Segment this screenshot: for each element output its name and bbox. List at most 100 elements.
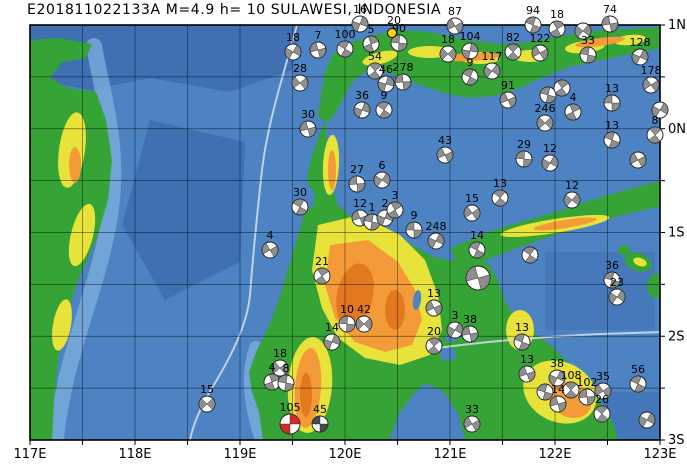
ball-label: 43	[438, 134, 452, 147]
focal-mechanism	[373, 171, 391, 189]
beachball-quadrants	[469, 241, 485, 259]
y-axis-label: 1S	[668, 226, 685, 241]
focal-mechanism	[355, 315, 373, 333]
map-frame	[29, 24, 661, 441]
focal-mechanism	[463, 204, 481, 222]
ball-label: 33	[465, 403, 479, 416]
beachball-quadrants	[518, 366, 536, 382]
tolo-gulf-deep	[545, 252, 655, 330]
ball-label: 18	[441, 33, 455, 46]
focal-mechanism	[521, 246, 539, 264]
beachball-quadrants	[531, 45, 549, 61]
focal-mechanism	[375, 101, 393, 119]
ball-label: 2	[382, 197, 389, 210]
small-island	[44, 393, 50, 399]
ball-label: 15	[200, 383, 214, 396]
focal-mechanism	[549, 395, 567, 413]
small-island	[39, 373, 45, 379]
event-dot-label: 20	[387, 14, 401, 27]
beachball-quadrants	[338, 315, 356, 333]
x-axis-label: 121E	[433, 447, 466, 462]
lake-towuti	[440, 347, 456, 361]
focal-mechanism	[483, 62, 501, 80]
focal-mechanism	[446, 17, 464, 35]
beachball-quadrants	[595, 405, 609, 423]
ball-label: 14	[470, 229, 484, 242]
focal-mechanism	[271, 359, 289, 377]
neck-mountains	[328, 150, 336, 190]
ball-label: 26	[595, 393, 609, 406]
banggai-island	[618, 245, 630, 255]
ball-label: 3	[452, 309, 459, 322]
beachball-quadrants	[425, 300, 443, 316]
ball-label: 27	[350, 163, 364, 176]
y-axis-label: 1N	[668, 18, 686, 33]
beachball-quadrants	[604, 131, 620, 149]
focal-mechanism	[338, 315, 356, 333]
ball-label: 7	[315, 29, 322, 42]
beachball-quadrants	[292, 198, 308, 216]
focal-mechanism	[313, 267, 331, 285]
focal-mechanism	[363, 213, 381, 231]
beachball-quadrants	[462, 68, 478, 86]
ball-label: 13	[493, 177, 507, 190]
beachball-quadrants	[373, 173, 391, 187]
focal-mechanism	[461, 42, 479, 60]
ball-label: 36	[605, 259, 619, 272]
ball-label: 33	[581, 34, 595, 47]
beachball-quadrants	[565, 103, 581, 121]
ball-label: 74	[603, 3, 617, 16]
beachball-quadrants	[436, 147, 454, 163]
beachball-quadrants	[499, 92, 517, 108]
focal-mechanism	[603, 94, 621, 112]
x-axis-label: 120E	[328, 447, 361, 462]
ball-label: 12	[353, 197, 367, 210]
beachball-quadrants	[537, 383, 553, 401]
beachball-quadrants	[387, 201, 403, 219]
beachball-quadrants	[363, 35, 379, 53]
beachball-quadrants	[651, 102, 669, 118]
x-axis-label: 119E	[223, 447, 256, 462]
beachball-quadrants	[353, 102, 371, 118]
beachball-quadrants	[439, 48, 457, 60]
ball-label: 15	[465, 192, 479, 205]
ball-label: 12	[543, 142, 557, 155]
ball-label: 18	[273, 347, 287, 360]
focal-mechanism	[578, 388, 596, 406]
beachball-quadrants	[608, 290, 626, 304]
focal-mechanism	[377, 75, 395, 93]
focal-mechanism	[504, 43, 522, 61]
focal-mechanism	[513, 333, 531, 351]
beachball-quadrants	[631, 49, 649, 65]
beachball-quadrants	[601, 15, 619, 33]
focal-mechanism	[499, 91, 517, 109]
focal-mechanism	[638, 411, 656, 429]
ball-label: 21	[315, 255, 329, 268]
focal-mechanism	[309, 41, 327, 59]
plate-boundary-line	[189, 25, 298, 440]
beachball-quadrants	[574, 24, 592, 38]
beachball-quadrants	[261, 242, 279, 258]
beachball-quadrants	[630, 375, 646, 393]
focal-mechanism	[629, 151, 647, 169]
beachball-quadrants	[309, 42, 327, 58]
focal-mechanism	[539, 86, 557, 104]
focal-mechanism	[427, 232, 445, 250]
ball-label: 122	[530, 32, 551, 45]
focal-mechanism	[562, 381, 580, 399]
ball-label: 102	[577, 376, 598, 389]
x-axis-label: 123E	[643, 447, 676, 462]
beachball-quadrants	[555, 79, 569, 97]
south-shelf	[243, 341, 269, 440]
beachball-quadrants	[394, 73, 412, 91]
ball-label: 128	[630, 36, 651, 49]
focal-mechanism	[601, 15, 619, 33]
y-axis-label: 0N	[668, 122, 686, 137]
beachball-quadrants	[311, 415, 329, 433]
focal-mechanism	[351, 15, 369, 33]
beachball-quadrants	[463, 206, 481, 220]
beachball-quadrants	[648, 126, 662, 144]
focal-mechanism	[524, 16, 542, 34]
focal-mechanism	[631, 48, 649, 66]
